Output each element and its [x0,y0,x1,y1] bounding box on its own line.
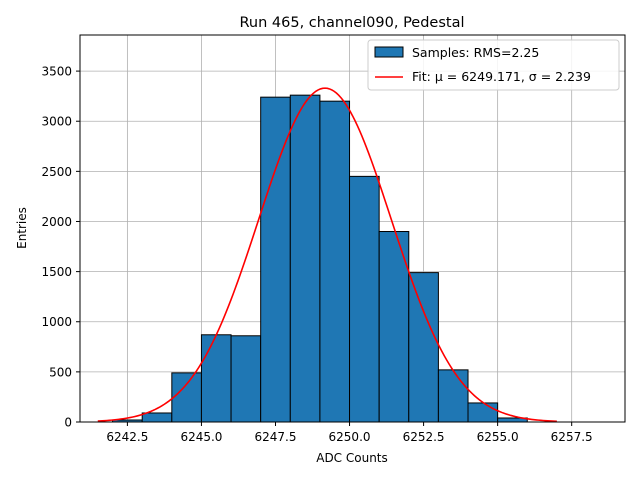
y-tick-label: 1000 [41,315,72,329]
x-tick-label: 6257.5 [551,430,593,444]
histogram-bar [171,372,202,423]
x-tick-label: 6245.0 [180,430,222,444]
y-tick-label: 0 [64,416,72,430]
plot-frame [79,34,626,423]
histogram-bar [349,175,380,423]
histogram-bar [467,402,499,423]
histogram-bar [408,272,439,423]
y-axis-ticks: 0 500 1000 1500 2000 2500 3000 3500 [41,65,80,430]
histogram-bars [112,94,528,423]
histogram-bar [230,335,262,423]
y-tick-label: 2000 [41,215,72,229]
x-tick-label: 6252.5 [403,430,445,444]
histogram-bar [141,412,173,423]
histogram-bar [319,100,351,423]
x-tick-label: 6247.5 [254,430,296,444]
y-tick-label: 3000 [41,115,72,129]
x-axis-ticks: 6242.5 6245.0 6247.5 6250.0 6252.5 6255.0 6257… [106,422,593,444]
chart-title: Run 465, channel090, Pedestal [239,15,464,31]
legend-box [367,39,620,91]
x-tick-label: 6242.5 [106,430,148,444]
histogram-bar [260,96,291,423]
legend-label-samples: Samples: RMS=2.25 [412,45,539,60]
legend: Samples: RMS=2.25 Fit: μ = 6249.171, σ =… [367,39,620,91]
fit-curve-layer [97,87,557,423]
y-tick-label: 500 [49,365,72,379]
y-tick-label: 1500 [41,265,72,279]
histogram-bar [289,94,321,423]
x-tick-label: 6255.0 [477,430,519,444]
y-axis-label: Entries [15,207,29,249]
legend-patch-samples [374,46,404,58]
histogram-bar [200,334,232,423]
x-axis-label: ADC Counts [316,451,388,465]
legend-label-fit: Fit: μ = 6249.171, σ = 2.239 [412,69,591,84]
histogram-bar [437,369,469,423]
grid [80,35,625,423]
fit-curve [97,87,557,423]
y-tick-label: 2500 [41,165,72,179]
y-tick-label: 3500 [41,65,72,79]
x-tick-label: 6250.0 [329,430,371,444]
